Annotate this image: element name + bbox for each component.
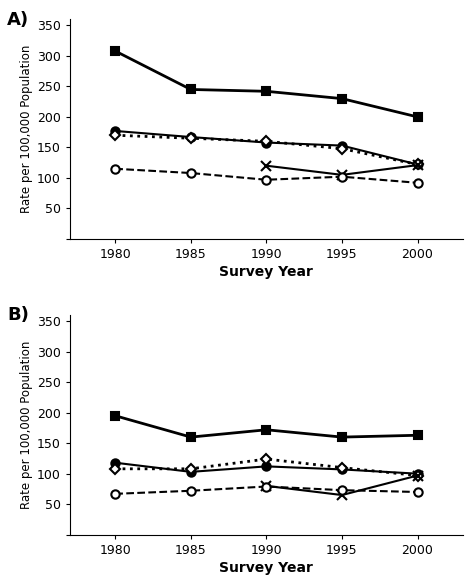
Text: B): B): [7, 306, 29, 324]
Y-axis label: Rate per 100,000 Population: Rate per 100,000 Population: [20, 45, 33, 213]
X-axis label: Survey Year: Survey Year: [219, 265, 313, 279]
Y-axis label: Rate per 100,000 Population: Rate per 100,000 Population: [20, 340, 33, 509]
X-axis label: Survey Year: Survey Year: [219, 561, 313, 575]
Text: A): A): [7, 11, 29, 29]
